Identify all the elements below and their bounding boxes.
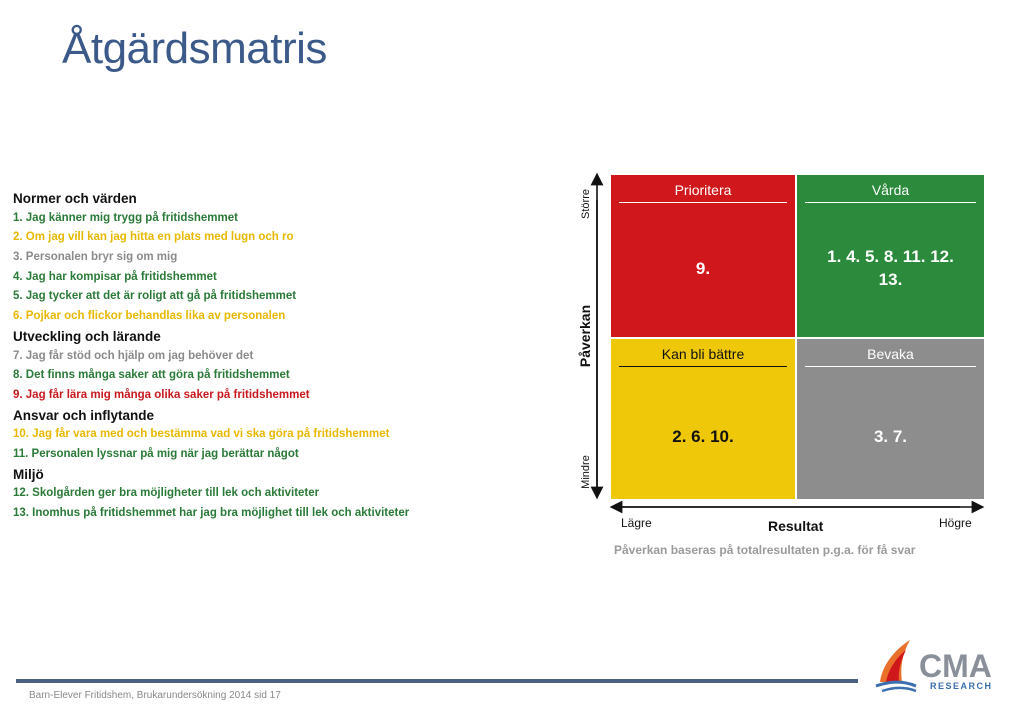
quadrant-value: 2. 6. 10. xyxy=(672,427,734,446)
group-heading: Miljö xyxy=(13,466,44,482)
quadrant-bevaka: Bevaka 3. 7. xyxy=(797,339,984,499)
quadrant-value: 1. 4. 5. 8. 11. 12. 13. xyxy=(827,247,954,289)
list-item: 3. Personalen bryr sig om mig xyxy=(13,251,178,264)
list-item: 1. Jag känner mig trygg på fritidshemmet xyxy=(13,211,238,224)
quadrant-label: Prioritera xyxy=(674,182,732,198)
x-axis-high-label: Högre xyxy=(939,516,972,530)
list-item: 4. Jag har kompisar på fritidshemmet xyxy=(13,270,217,283)
footer-divider xyxy=(16,679,858,683)
list-item: 6. Pojkar och flickor behandlas lika av … xyxy=(13,310,286,323)
list-item: 7. Jag får stöd och hjälp om jag behöver… xyxy=(13,349,254,362)
list-item: 2. Om jag vill kan jag hitta en plats me… xyxy=(13,231,294,244)
list-item: 13. Inomhus på fritidshemmet har jag bra… xyxy=(13,507,410,519)
list-item: 12. Skolgården ger bra möjligheter till … xyxy=(13,487,320,500)
quadrant-varda: Vårda 1. 4. 5. 8. 11. 12. 13. xyxy=(797,175,984,337)
list-item: 10. Jag får vara med och bestämma vad vi… xyxy=(13,428,390,441)
group-heading: Ansvar och inflytande xyxy=(13,407,155,423)
quadrant-divider xyxy=(619,202,787,203)
quadrant-label: Bevaka xyxy=(867,346,914,362)
page-title: Åtgärdsmatris xyxy=(62,24,327,73)
footer-text: Barn-Elever Fritidshem, Brukarundersökni… xyxy=(29,690,281,701)
quadrant-divider xyxy=(805,366,976,367)
list-item: 8. Det finns många saker att göra på fri… xyxy=(13,369,290,382)
question-list: Normer och värden 1. Jag känner mig tryg… xyxy=(13,189,573,524)
quadrant-divider xyxy=(619,366,787,367)
x-axis-label: Resultat xyxy=(768,518,824,534)
x-axis-low-label: Lägre xyxy=(621,516,652,530)
quadrant-label: Vårda xyxy=(871,182,910,198)
list-item: 5. Jag tycker att det är roligt att gå p… xyxy=(13,290,297,303)
svg-text:RESEARCH: RESEARCH xyxy=(930,681,993,691)
matrix-note: Påverkan baseras på totalresultaten p.g.… xyxy=(614,543,916,557)
quadrant-kan-bli-battre: Kan bli bättre 2. 6. 10. xyxy=(611,339,795,499)
quadrant-value: 3. 7. xyxy=(873,427,908,446)
group-heading: Utveckling och lärande xyxy=(13,328,161,344)
quadrant-prioritera: Prioritera 9. xyxy=(611,175,795,337)
sail-icon xyxy=(875,640,917,693)
quadrant-value: 9. xyxy=(695,259,711,278)
group-heading: Normer och värden xyxy=(13,191,137,206)
quadrant-divider xyxy=(805,202,976,203)
list-item: 9. Jag får lära mig många olika saker på… xyxy=(13,388,310,401)
svg-text:CMA: CMA xyxy=(919,648,992,684)
list-item: 11. Personalen lyssnar på mig när jag be… xyxy=(13,447,299,460)
cma-logo: CMA RESEARCH xyxy=(875,640,993,693)
quadrant-label: Kan bli bättre xyxy=(661,346,745,362)
